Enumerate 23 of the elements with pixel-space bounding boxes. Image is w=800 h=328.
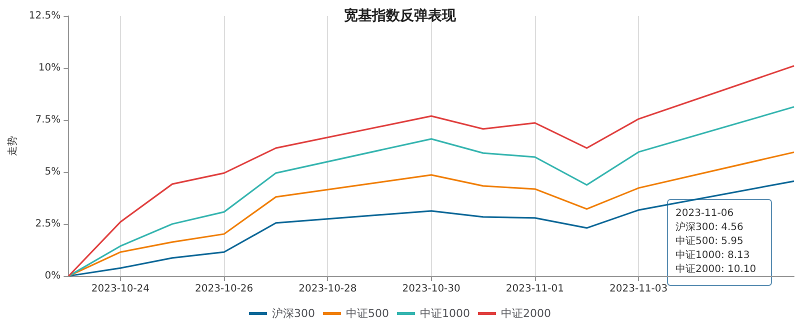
annotation: 中证500: 5.95 (676, 235, 744, 247)
x-tick-label: 2023-11-01 (506, 284, 564, 294)
legend-label: 中证1000 (420, 307, 470, 320)
y-tick-label: 12.5% (28, 10, 61, 22)
chart-title: 宽基指数反弹表现 (344, 7, 457, 24)
y-tick-label: 0% (44, 270, 61, 282)
y-tick-label: 10% (38, 62, 61, 74)
x-tick-label: 2023-10-28 (298, 284, 357, 294)
annotation: 中证2000: 10.10 (676, 263, 756, 275)
y-tick-label: 7.5% (35, 114, 61, 126)
x-tick-label: 2023-10-26 (195, 284, 254, 294)
x-tick-label: 2023-11-03 (610, 284, 668, 294)
x-tick-label: 2023-10-30 (402, 284, 460, 294)
legend-label: 中证500 (346, 307, 390, 320)
y-tick-label: 2.5% (35, 218, 61, 230)
y-axis-title: 走势 (6, 136, 18, 156)
y-tick-label: 5% (44, 166, 61, 178)
annotation: 2023-11-06 (676, 208, 734, 219)
legend-label: 中证2000 (500, 307, 551, 320)
annotation: 沪深300: 4.56 (676, 221, 744, 233)
legend-label: 沪深300 (272, 307, 316, 320)
annotation: 中证1000: 8.13 (676, 249, 750, 261)
x-tick-label: 2023-10-24 (91, 284, 150, 294)
